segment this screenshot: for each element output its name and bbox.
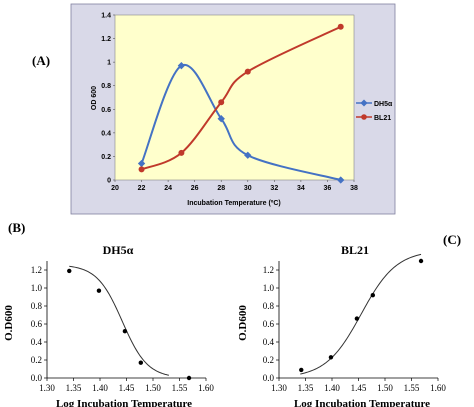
chart-c-xtick-label: 1.35	[298, 383, 314, 393]
chart-b-point	[186, 375, 192, 381]
chart-b-ytick-label: 0.8	[31, 301, 43, 311]
chart-b-ytick-label: 1.2	[31, 265, 42, 275]
chart-a-ylabel: OD 600	[91, 86, 98, 110]
chart-b-xtick-label: 1.35	[66, 383, 82, 393]
chart-b-xtick-label: 1.45	[119, 383, 135, 393]
chart-b-ytick-label: 1.0	[31, 283, 43, 293]
chart-b-ylabel: O.D600	[3, 305, 15, 341]
dh5a-point	[137, 159, 146, 168]
chart-b-point	[67, 268, 72, 274]
chart-c-ytick-label: 0.8	[263, 301, 275, 311]
chart-a-ytick-label: 0	[107, 178, 111, 185]
chart-a-plot-area	[114, 14, 355, 181]
panel-label-c: (C)	[443, 232, 461, 247]
chart-c-point	[354, 316, 360, 321]
dh5a-point	[177, 62, 186, 70]
chart-a-ytick-label: 0.8	[101, 83, 111, 90]
chart-a-xtick-label: 24	[164, 185, 172, 192]
dh5a-point	[217, 115, 225, 123]
chart-a-xtick-label: 20	[111, 185, 119, 192]
chart-b-xtick-label: 1.60	[198, 383, 214, 393]
chart-b: 0.0 0.2 0.4 0.6 0.8 1.0 1.2 1.30 1.35 1.40 1.45 1.5…	[31, 261, 214, 393]
chart-c-fit-curve	[300, 253, 422, 375]
chart-b-ytick-label: 0.6	[31, 319, 43, 329]
legend-dh5a-marker	[360, 99, 368, 107]
chart-a-ytick-label: 0.2	[101, 154, 111, 161]
legend-dh5a-label: DH5α	[374, 101, 393, 108]
chart-b-xlabel: Log Incubation Temperature	[56, 398, 192, 407]
chart-b-title: DH5α	[103, 243, 134, 257]
chart-b-xtick-label: 1.30	[39, 383, 55, 393]
chart-c-title: BL21	[341, 243, 369, 257]
chart-c: 0.0 0.2 0.4 0.6 0.8 1.0 1.2 1.30 1.35 1.40 1.45 1.5…	[263, 253, 446, 393]
chart-c-xtick-label: 1.60	[430, 383, 446, 393]
chart-a-xtick-label: 36	[324, 185, 332, 192]
chart-b-ytick-label: 0.2	[31, 355, 42, 365]
bl21-point	[178, 149, 185, 156]
chart-a: 0 0.2 0.4 0.6 0.8 1 1.2 1.4 20 22 24 26 28 30 32 34 36 38	[101, 13, 358, 193]
chart-a-xtick-label: 34	[297, 185, 305, 192]
chart-c-xtick-label: 1.40	[324, 383, 340, 393]
chart-b-point	[122, 329, 128, 334]
chart-b-xtick-label: 1.55	[172, 383, 188, 393]
chart-b-ytick-label: 0.4	[31, 337, 43, 347]
chart-a-xtick-label: 30	[244, 185, 252, 192]
bl21-point	[218, 99, 225, 106]
chart-b-ytick-label: 0.0	[31, 373, 43, 383]
series-dh5a-line	[140, 63, 341, 181]
chart-b-xtick-label: 1.50	[145, 383, 161, 393]
chart-c-point	[370, 293, 376, 298]
chart-a-ytick-label: 1.4	[101, 13, 111, 20]
bl21-point	[244, 68, 251, 75]
chart-c-xtick-label: 1.50	[377, 383, 393, 393]
chart-c-ytick-label: 1.2	[263, 265, 274, 275]
legend-bl21-marker	[361, 114, 367, 120]
chart-c-point	[328, 355, 334, 360]
chart-a-xtick-label: 32	[270, 185, 278, 192]
chart-c-point	[299, 367, 304, 373]
dh5a-point	[337, 176, 345, 184]
bl21-point	[138, 166, 145, 173]
chart-a-xtick-label: 26	[191, 185, 199, 192]
chart-c-ytick-label: 0.4	[263, 337, 275, 347]
chart-c-ytick-label: 1.0	[263, 283, 275, 293]
chart-a-legend: DH5α BL21	[356, 99, 393, 122]
chart-c-ytick-label: 0.2	[263, 355, 274, 365]
chart-c-ytick-label: 0.6	[263, 319, 275, 329]
chart-a-ytick-label: 0.6	[101, 107, 111, 114]
chart-c-xtick-label: 1.45	[351, 383, 367, 393]
chart-a-xlabel: Incubation Temperature (ºC)	[187, 200, 280, 207]
chart-b-point	[96, 288, 102, 293]
chart-c-point	[418, 258, 424, 264]
chart-a-ytick-label: 0.4	[101, 130, 111, 137]
chart-c-xlabel: Log Incubation Temperature	[294, 398, 430, 407]
panel-label-b: (B)	[8, 220, 25, 235]
panel-label-a: (A)	[32, 53, 50, 68]
chart-a-xtick-label: 38	[350, 185, 358, 192]
chart-a-ytick-label: 1	[107, 60, 111, 67]
bl21-point	[337, 23, 344, 30]
legend-bl21-label: BL21	[374, 115, 391, 122]
chart-a-xtick-label: 28	[217, 185, 225, 192]
chart-a-xtick-label: 22	[138, 185, 146, 192]
chart-c-ylabel: O.D600	[237, 305, 249, 341]
chart-b-xtick-label: 1.40	[92, 383, 108, 393]
chart-b-point	[138, 360, 144, 365]
chart-a-ytick-label: 1.2	[101, 36, 111, 43]
chart-c-ytick-label: 0.0	[263, 373, 275, 383]
chart-c-xtick-label: 1.55	[404, 383, 420, 393]
chart-c-xtick-label: 1.30	[271, 383, 287, 393]
chart-b-fit-curve	[69, 265, 170, 376]
